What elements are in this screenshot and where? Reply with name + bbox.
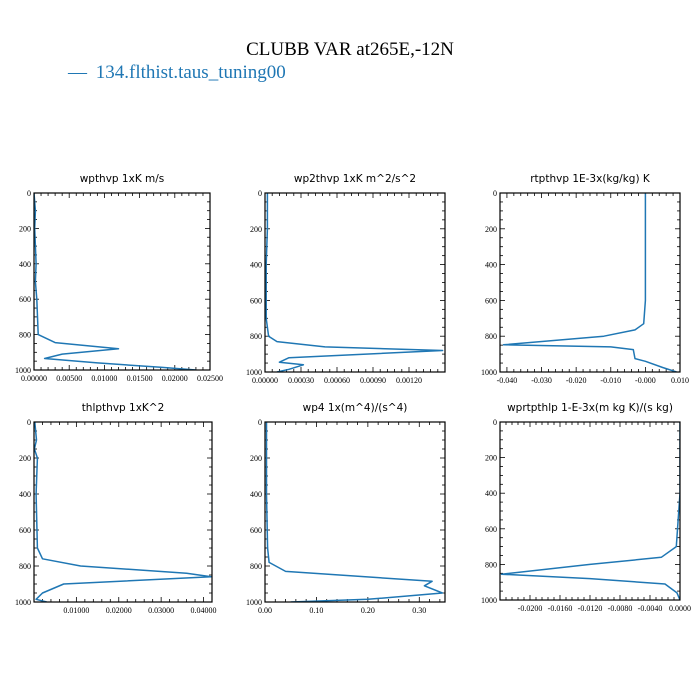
x-tick-label: 0.04000 [191, 606, 217, 615]
y-tick-label: 1000 [481, 368, 497, 377]
y-tick-label: 400 [19, 260, 31, 269]
y-tick-label: 800 [485, 332, 497, 341]
y-tick-label: 0 [493, 189, 497, 198]
panel-6: wprtpthlp 1-E-3x(m kg K)/(s kg) 0 200 400 60… [481, 402, 691, 613]
y-tick-label: 200 [485, 454, 497, 463]
panel-title: wprtpthlp 1-E-3x(m kg K)/(s kg) [507, 402, 673, 414]
y-tick-label: 0 [493, 418, 497, 427]
legend-label: 134.flthist.taus_tuning00 [96, 62, 286, 83]
y-tick-label: 1000 [246, 368, 262, 377]
y-tick-label: 200 [250, 225, 262, 234]
y-tick-label: 600 [485, 525, 497, 534]
panel-title: wp4 1x(m^4)/(s^4) [303, 402, 408, 414]
x-tick-label: 0.00 [258, 606, 272, 615]
plot-frame [264, 192, 446, 373]
x-tick-label: -0.0040 [638, 604, 663, 613]
x-tick-label: 0.01000 [91, 374, 117, 383]
y-tick-label: 600 [19, 526, 31, 535]
y-tick-label: 0 [258, 418, 262, 427]
x-tick-label: 0.00120 [396, 376, 422, 385]
x-tick-label: 0.02000 [162, 374, 188, 383]
x-tick-label: 0.00500 [56, 374, 82, 383]
x-tick-label: 0.010 [671, 376, 689, 385]
series-line [34, 422, 212, 602]
svg-text:— 134.flthist.taus_tunin: — 134.flthist.taus_tuning00 [67, 62, 286, 83]
panel-3: rtpthvp 1E-3x(kg/kg) K02004006008001000-… [481, 173, 689, 385]
x-tick-label: -0.010 [600, 376, 621, 385]
y-tick-label: 1000 [481, 596, 497, 605]
x-tick-label: 0.00030 [288, 376, 314, 385]
legend-dash: — [67, 62, 88, 83]
y-tick-label: 1000 [15, 366, 31, 375]
y-tick-label: 600 [19, 295, 31, 304]
y-tick-label: 200 [19, 454, 31, 463]
y-tick-label: 1000 [15, 598, 31, 607]
x-tick-label: -0.040 [497, 376, 518, 385]
main-title: CLUBB VAR at265E,-12N [246, 39, 454, 60]
x-tick-label: 0.00090 [360, 376, 386, 385]
y-tick-label: 600 [485, 296, 497, 305]
x-tick-label: 0.01500 [127, 374, 153, 383]
y-tick-label: 400 [250, 261, 262, 270]
x-tick-label: 0.10 [309, 606, 323, 615]
x-tick-label: 0.00060 [324, 376, 350, 385]
x-tick-label: 0.00000 [21, 374, 47, 383]
series-line [265, 422, 444, 602]
series-line [265, 193, 444, 372]
series-line [500, 422, 680, 600]
panel-title: rtpthvp 1E-3x(kg/kg) K [530, 173, 651, 185]
x-tick-label: 0.02500 [197, 374, 223, 383]
y-tick-label: 0 [27, 418, 31, 427]
y-tick-label: 800 [19, 331, 31, 340]
x-tick-label: -0.0200 [518, 604, 543, 613]
y-tick-label: 400 [250, 490, 262, 499]
x-tick-label: -0.0080 [608, 604, 633, 613]
y-tick-label: 800 [19, 562, 31, 571]
x-tick-label: 0.0000 [669, 604, 691, 613]
series-line [502, 193, 677, 372]
y-tick-label: 0 [258, 189, 262, 198]
x-tick-label: 0.30 [412, 606, 426, 615]
y-tick-label: 200 [485, 225, 497, 234]
x-tick-label: -0.0120 [578, 604, 603, 613]
y-tick-label: 600 [250, 296, 262, 305]
panel-2: wp2thvp 1xK m^2/s^2020040060080010000.00… [246, 173, 446, 385]
y-tick-label: 600 [250, 526, 262, 535]
plot-frame [264, 421, 446, 603]
y-tick-label: 400 [19, 490, 31, 499]
panel-title: thlpthvp 1xK^2 [82, 402, 165, 414]
y-tick-label: 400 [485, 261, 497, 270]
y-tick-label: 800 [250, 332, 262, 341]
panel-title: wp2thvp 1xK m^2/s^2 [294, 173, 416, 185]
y-tick-label: 200 [19, 224, 31, 233]
series-line [34, 193, 196, 370]
legend: — 134.flthist.taus_tuning00 [67, 62, 286, 83]
y-tick-label: 1000 [246, 598, 262, 607]
y-tick-label: 800 [250, 562, 262, 571]
y-tick-label: 200 [250, 454, 262, 463]
y-tick-label: 800 [485, 560, 497, 569]
x-tick-label: -0.000 [635, 376, 656, 385]
plot-frame [499, 421, 681, 601]
y-tick-label: 400 [485, 489, 497, 498]
panel-title: wpthvp 1xK m/s [80, 173, 165, 185]
x-tick-label: -0.020 [566, 376, 587, 385]
x-tick-label: 0.00000 [252, 376, 278, 385]
plot-frame [33, 192, 211, 371]
x-tick-label: 0.01000 [63, 606, 89, 615]
x-tick-label: -0.0160 [548, 604, 573, 613]
plot-frame [33, 421, 213, 603]
x-tick-label: 0.20 [361, 606, 375, 615]
y-tick-label: 0 [27, 189, 31, 198]
x-tick-label: 0.03000 [148, 606, 174, 615]
x-tick-label: -0.030 [531, 376, 552, 385]
plot-frame [499, 192, 681, 373]
panel-4: thlpthvp 1xK^2 0 200 400 600 800 1000 0.01000 0.… [15, 402, 217, 615]
x-tick-label: 0.02000 [106, 606, 132, 615]
